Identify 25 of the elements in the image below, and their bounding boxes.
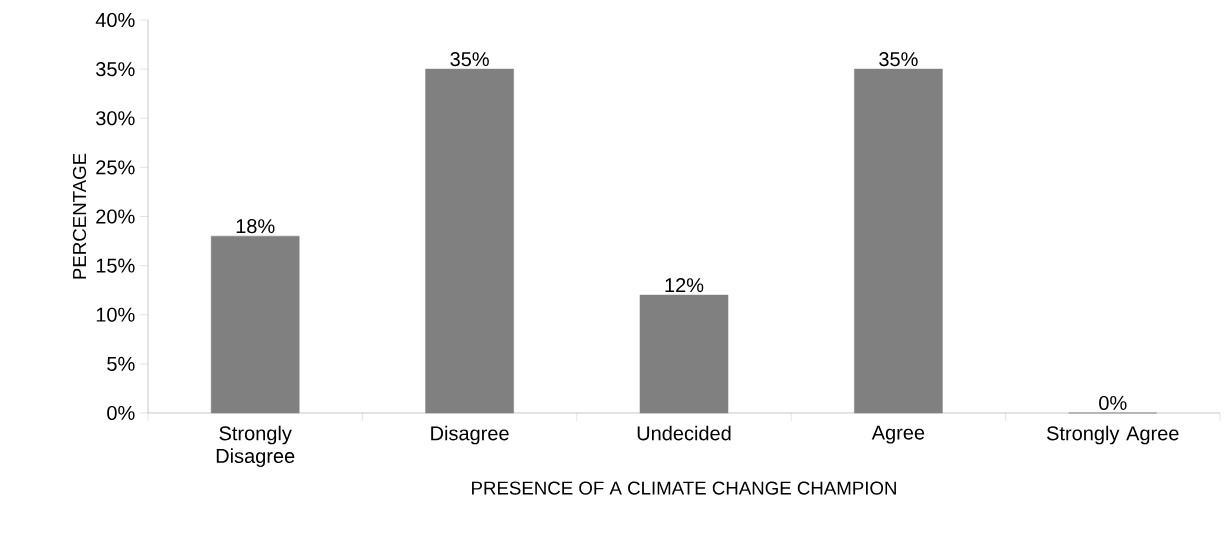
bar [854, 68, 943, 414]
y-tick-label: 40% [95, 12, 135, 28]
y-tick-label: 30% [96, 111, 135, 126]
bar [210, 235, 300, 414]
y-axis-title: PERCENTAGE [72, 153, 87, 279]
y-tick-label: 35% [96, 62, 135, 77]
bar [425, 68, 514, 414]
data-label: 12% [665, 278, 704, 293]
x-tick-label: Strongly Disagree [216, 425, 295, 467]
data-label: 35% [450, 52, 489, 67]
y-tick-label: 0% [107, 405, 135, 421]
y-tick-label: 10% [96, 307, 135, 322]
data-label: 35% [879, 52, 918, 67]
y-tick-label: 5% [107, 356, 135, 371]
x-tick-label: Undecided [637, 425, 731, 441]
y-tick-label: 15% [96, 258, 135, 273]
x-axis-title: PRESENCE OF A CLIMATE CHANGE CHAMPION [472, 481, 896, 495]
data-label: 18% [236, 219, 275, 234]
x-tick-label: Disagree [431, 425, 509, 445]
y-tick-label: 25% [96, 160, 135, 175]
bar [639, 294, 729, 414]
y-tick-label: 20% [96, 209, 135, 224]
x-tick-label: Strongly Agree [1046, 425, 1179, 445]
x-tick-label: Agree [871, 425, 925, 444]
data-label: 0% [1099, 395, 1127, 411]
